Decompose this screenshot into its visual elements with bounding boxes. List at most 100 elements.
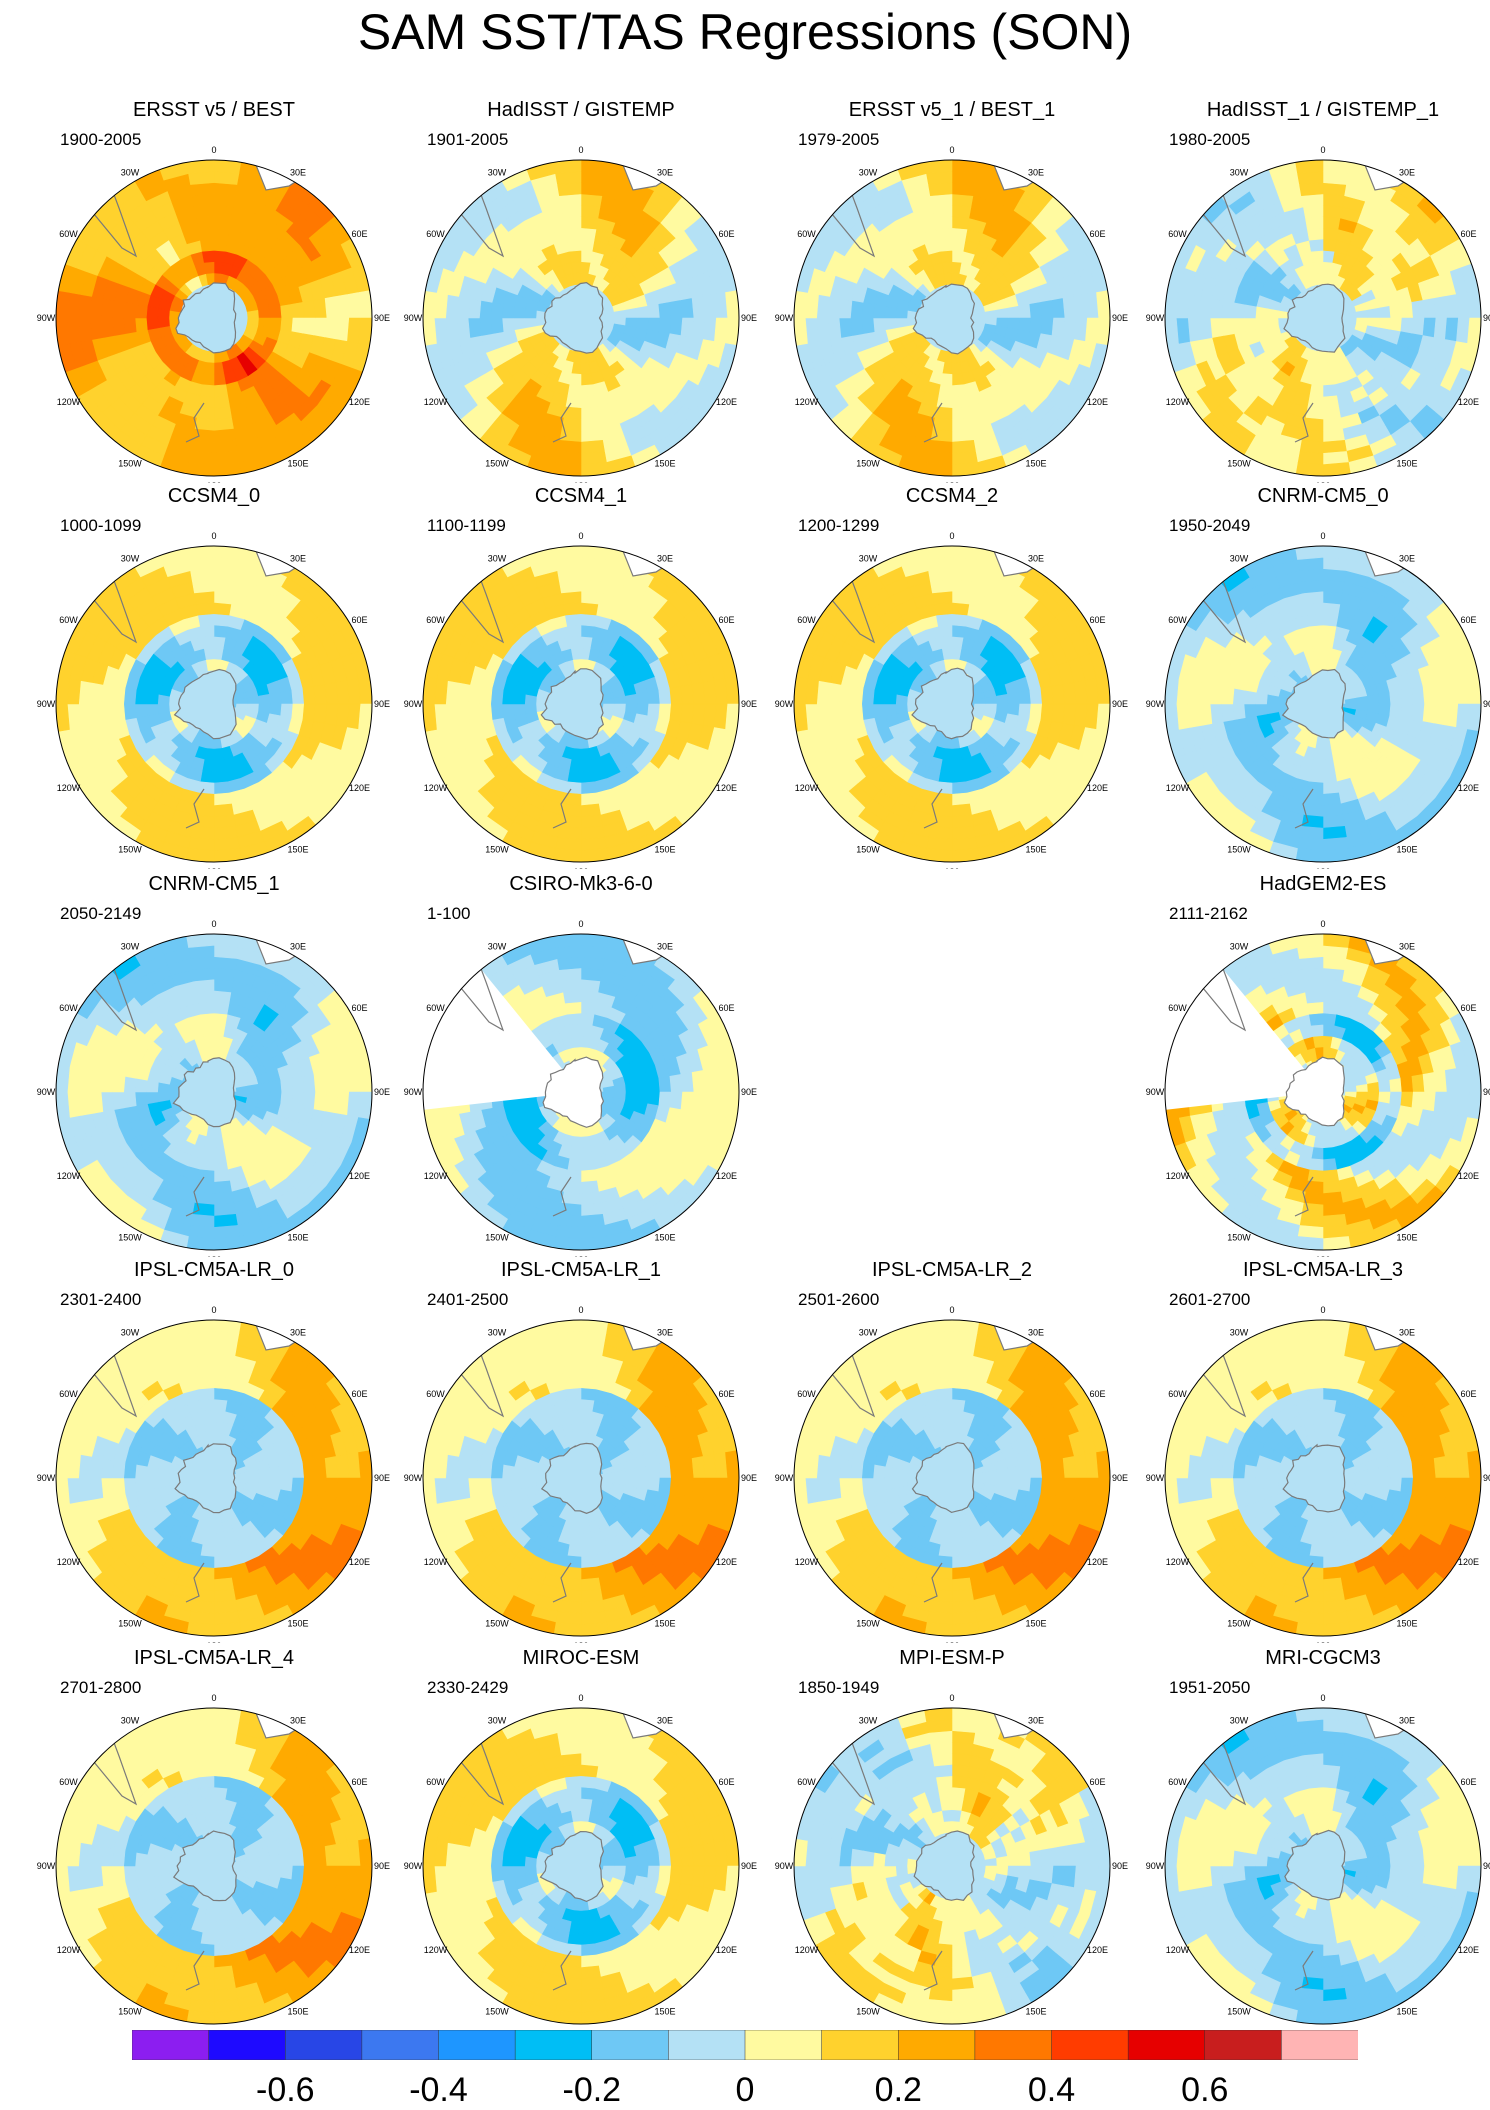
- field-cell: [1322, 395, 1340, 409]
- panel-title: HadISST / GISTEMP: [487, 99, 675, 121]
- longitude-label: 30E: [290, 554, 306, 564]
- field-cell: [951, 462, 980, 476]
- longitude-label: 30W: [1230, 168, 1249, 178]
- field-cell: [194, 978, 215, 993]
- longitude-label: 150W: [118, 1233, 142, 1243]
- field-cell: [930, 193, 953, 208]
- field-cell: [951, 814, 974, 829]
- field-cell: [924, 546, 953, 560]
- field-cell: [192, 814, 215, 829]
- field-cell: [827, 682, 842, 705]
- field-cell: [850, 686, 864, 705]
- field-cell: [1165, 317, 1179, 346]
- field-cell: [559, 193, 582, 208]
- field-cell: [1312, 647, 1324, 660]
- map-panel: HadISST / GISTEMP 1901-2005 0 30E 60E 90E 120E…: [395, 98, 767, 483]
- map-border: [422, 545, 740, 863]
- field-cell: [197, 1169, 215, 1183]
- field-cell: [100, 1091, 115, 1112]
- field-cell: [1198, 703, 1213, 726]
- field-cell: [1322, 227, 1340, 241]
- field-cell: [1232, 703, 1246, 721]
- field-cell: [197, 1001, 215, 1015]
- field-cell: [568, 249, 582, 263]
- new-zealand-coastline: [552, 402, 572, 443]
- field-cell: [213, 384, 229, 398]
- field-cell: [951, 428, 974, 443]
- longitude-label: 0: [578, 145, 583, 155]
- longitude-label: 150E: [654, 459, 675, 469]
- longitude-label: 30W: [121, 168, 140, 178]
- longitude-label: 30W: [859, 554, 878, 564]
- field-cell: [423, 317, 437, 346]
- field-cell: [123, 703, 137, 721]
- field-cell: [564, 781, 582, 795]
- field-cell: [1322, 781, 1340, 795]
- longitude-label: 180: [944, 481, 959, 483]
- field-cell: [196, 406, 215, 420]
- longitude-label: 0: [578, 531, 583, 541]
- field-cell: [1232, 301, 1246, 319]
- field-cell: [924, 160, 953, 174]
- field-cell: [1062, 317, 1077, 340]
- field-cell: [1301, 814, 1324, 829]
- field-cell: [625, 1081, 638, 1093]
- longitude-label: 120E: [349, 1171, 370, 1181]
- field-cell: [269, 691, 283, 705]
- field-cell: [192, 193, 215, 208]
- field-cell: [203, 1035, 215, 1048]
- longitude-label: 180: [206, 867, 221, 869]
- field-cell: [1433, 682, 1448, 705]
- field-cell: [358, 1064, 372, 1093]
- field-layer: [56, 934, 372, 1250]
- field-cell: [269, 305, 283, 319]
- field-cell: [1096, 290, 1110, 319]
- field-cell: [827, 703, 842, 726]
- field-cell: [203, 261, 215, 274]
- field-cell: [1322, 814, 1345, 829]
- new-zealand-coastline: [1294, 402, 1314, 443]
- field-cell: [1389, 703, 1403, 719]
- antarctica-coastline: [173, 668, 237, 740]
- field-cell: [951, 406, 970, 420]
- field-cell: [89, 703, 104, 726]
- panel-title: CCSM4_0: [167, 485, 261, 507]
- field-cell: [1322, 462, 1351, 476]
- field-cell: [213, 1012, 229, 1026]
- field-cell: [1301, 193, 1324, 208]
- field-cell: [580, 759, 594, 773]
- field-cell: [570, 1035, 582, 1048]
- field-cell: [213, 1236, 242, 1250]
- field-cell: [580, 227, 598, 241]
- field-cell: [479, 317, 493, 336]
- field-cell: [269, 1079, 283, 1093]
- field-cell: [934, 406, 953, 420]
- field-cell: [566, 1158, 582, 1172]
- field-cell: [1400, 703, 1414, 721]
- field-cell: [213, 990, 232, 1004]
- field-cell: [1040, 703, 1054, 722]
- field-cell: [566, 624, 582, 638]
- field-cell: [194, 590, 215, 605]
- longitude-label: 90W: [1146, 313, 1165, 323]
- longitude-label: 60W: [426, 229, 445, 239]
- field-cell: [794, 317, 808, 346]
- field-cell: [580, 417, 601, 432]
- longitude-label: 30W: [488, 554, 507, 564]
- panel-period: 2050-2149: [60, 904, 142, 923]
- field-layer: [56, 546, 372, 862]
- field-cell: [563, 602, 582, 616]
- field-cell: [112, 300, 126, 319]
- field-cell: [563, 792, 582, 806]
- new-zealand-coastline: [552, 788, 572, 829]
- field-cell: [197, 395, 215, 409]
- field-cell: [553, 546, 582, 560]
- field-cell: [658, 687, 672, 705]
- field-cell: [883, 703, 897, 717]
- field-cell: [1029, 703, 1043, 721]
- field-cell: [669, 300, 683, 319]
- field-cell: [1209, 298, 1224, 319]
- field-cell: [872, 317, 886, 333]
- longitude-label: 30E: [657, 554, 673, 564]
- longitude-label: 90W: [37, 699, 56, 709]
